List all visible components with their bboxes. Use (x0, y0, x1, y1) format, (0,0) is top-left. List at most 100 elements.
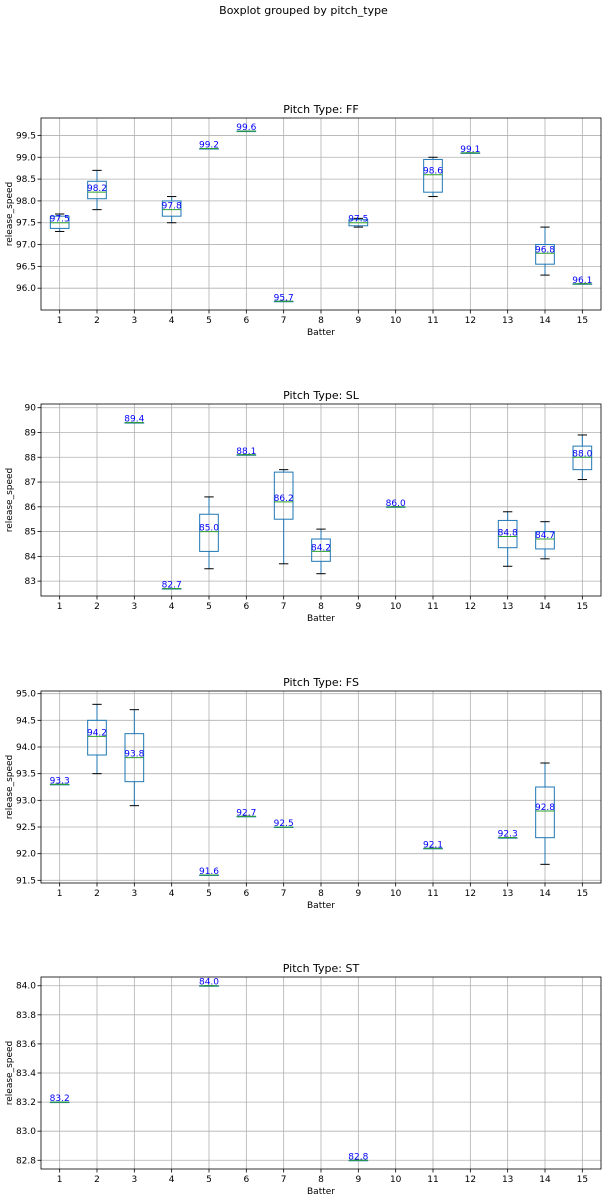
box-group: 84.7 (535, 521, 555, 560)
x-tick-label: 11 (427, 602, 438, 612)
x-tick-label: 10 (390, 889, 402, 899)
median-label: 92.1 (423, 840, 443, 850)
box-group: 86.2 (274, 469, 294, 565)
median-label: 97.5 (348, 215, 368, 225)
x-tick-label: 8 (318, 316, 324, 326)
median-label: 95.7 (274, 293, 294, 303)
subplot-title: Pitch Type: SL (283, 389, 360, 402)
y-tick-label: 83.2 (16, 1098, 36, 1108)
box-group: 92.8 (535, 762, 555, 865)
figure-title: Boxplot grouped by pitch_type (219, 4, 388, 17)
x-tick-label: 11 (427, 1175, 438, 1185)
x-axis-label: Batter (307, 901, 335, 911)
box-body (423, 158, 443, 193)
box-body (572, 445, 593, 471)
box-group: 84.2 (311, 528, 331, 575)
y-tick-label: 93.0 (16, 796, 36, 806)
box-group: 98.6 (423, 156, 443, 198)
subplot-title: Pitch Type: ST (283, 962, 360, 975)
x-tick-label: 12 (465, 602, 476, 612)
x-axis-label: Batter (307, 1187, 335, 1197)
box-body (535, 531, 555, 550)
median-label: 93.3 (50, 776, 70, 786)
box-group: 83.2 (50, 1094, 70, 1104)
x-tick-label: 13 (502, 1175, 513, 1185)
median-label: 88.1 (236, 447, 256, 457)
y-tick-label: 83 (25, 577, 36, 587)
x-tick-label: 14 (539, 889, 551, 899)
x-tick-label: 10 (390, 1175, 402, 1185)
y-axis-label: release_speed (5, 468, 15, 533)
box-group: 95.7 (274, 293, 294, 303)
y-axis-label: release_speed (5, 182, 15, 247)
y-tick-label: 90 (25, 404, 37, 414)
y-tick-label: 93.5 (16, 770, 36, 780)
box-group: 84.8 (498, 511, 518, 567)
x-tick-label: 15 (577, 1175, 588, 1185)
y-tick-label: 92.5 (16, 823, 36, 833)
y-tick-label: 99.5 (16, 131, 36, 141)
x-tick-label: 2 (94, 889, 100, 899)
x-tick-label: 7 (281, 1175, 287, 1185)
y-tick-label: 83.6 (16, 1040, 36, 1050)
y-tick-label: 96.5 (16, 262, 36, 272)
median-label: 83.2 (50, 1094, 70, 1104)
box-group: 96.1 (572, 276, 592, 286)
x-tick-label: 8 (318, 602, 324, 612)
median-label: 89.4 (124, 415, 144, 425)
y-tick-label: 95.0 (16, 690, 36, 700)
median-label: 86.0 (386, 499, 406, 509)
y-tick-label: 87 (25, 478, 36, 488)
y-tick-label: 83.0 (16, 1127, 36, 1137)
x-tick-label: 4 (169, 889, 175, 899)
x-tick-label: 4 (169, 602, 175, 612)
x-tick-label: 2 (94, 316, 100, 326)
x-tick-label: 2 (94, 1175, 100, 1185)
x-tick-label: 15 (577, 889, 588, 899)
median-label: 96.8 (535, 245, 555, 255)
x-tick-label: 9 (355, 316, 361, 326)
x-tick-label: 13 (502, 316, 513, 326)
x-tick-label: 15 (577, 602, 588, 612)
median-label: 94.2 (87, 728, 107, 738)
subplot-3: Pitch Type: FS1 2 3 4 5 6 7 8 9 10 11 12 13 14 1591.59… (5, 676, 602, 911)
x-tick-label: 8 (318, 889, 324, 899)
x-tick-label: 10 (390, 316, 402, 326)
x-tick-label: 12 (465, 316, 476, 326)
box-group: 99.6 (236, 123, 256, 133)
y-tick-label: 86 (25, 503, 37, 513)
x-tick-label: 6 (243, 602, 249, 612)
box-body (87, 719, 107, 756)
median-label: 98.2 (87, 184, 107, 194)
x-tick-label: 10 (390, 602, 402, 612)
box-group: 88.0 (572, 434, 593, 481)
x-tick-label: 3 (131, 889, 137, 899)
x-tick-label: 9 (355, 1175, 361, 1185)
x-tick-label: 7 (281, 602, 287, 612)
x-tick-label: 13 (502, 602, 513, 612)
x-tick-label: 1 (57, 316, 63, 326)
x-tick-label: 9 (355, 602, 361, 612)
median-label: 91.6 (199, 867, 219, 877)
x-tick-label: 7 (281, 316, 287, 326)
y-tick-label: 84 (25, 552, 37, 562)
subplot-title: Pitch Type: FF (283, 103, 358, 116)
y-tick-label: 84.0 (16, 982, 36, 992)
box-group: 85.0 (199, 496, 219, 570)
median-label: 97.8 (162, 202, 182, 212)
box-body (87, 180, 107, 200)
median-label: 84.0 (199, 978, 219, 988)
x-tick-label: 5 (206, 602, 212, 612)
x-tick-label: 4 (169, 316, 175, 326)
y-tick-label: 96.0 (16, 284, 36, 294)
box-group: 94.2 (87, 703, 107, 775)
x-tick-label: 5 (206, 316, 212, 326)
median-label: 99.6 (236, 123, 256, 133)
x-tick-label: 14 (539, 316, 551, 326)
box-group: 96.8 (535, 226, 555, 276)
x-tick-label: 12 (465, 1175, 476, 1185)
x-tick-label: 5 (206, 889, 212, 899)
x-tick-label: 6 (243, 1175, 249, 1185)
median-label: 97.5 (50, 215, 70, 225)
x-tick-label: 6 (243, 316, 249, 326)
